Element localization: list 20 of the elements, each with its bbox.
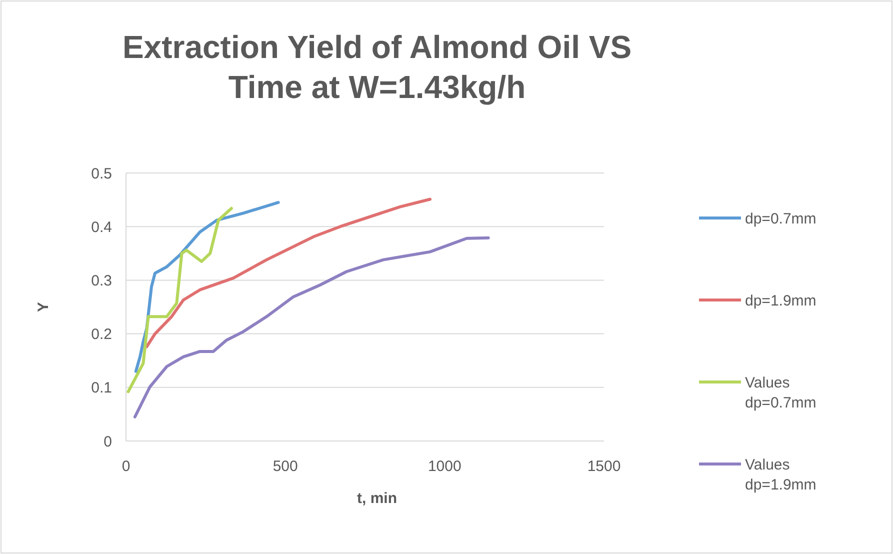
x-tick-label: 0 [122,458,130,475]
y-tick-label: 0.3 [91,272,112,290]
y-axis-title: Y [35,302,52,312]
y-tick-label: 0.1 [91,380,112,397]
legend-label: Values dp=0.7mm [745,374,816,412]
legend-label: Values dp=1.9mm [745,456,816,494]
line-series [145,198,432,348]
x-axis-title: t, min [357,490,397,507]
y-tick-label: 0.2 [91,326,112,344]
y-tick-label: 0.4 [91,218,112,236]
legend-label: dp=0.7mm [745,210,816,228]
line-series [126,206,233,394]
y-tick-label: 0.5 [91,165,112,182]
x-tick-label: 1000 [428,458,462,475]
y-tick-label: 0 [104,433,112,450]
x-tick-label: 500 [272,458,298,475]
legend-label: dp=1.9mm [745,292,816,310]
x-tick-label: 1500 [587,458,621,475]
line-series [133,236,490,418]
chart-title: Extraction Yield of Almond Oil VS Time at W=1.43kg/h [122,29,632,105]
